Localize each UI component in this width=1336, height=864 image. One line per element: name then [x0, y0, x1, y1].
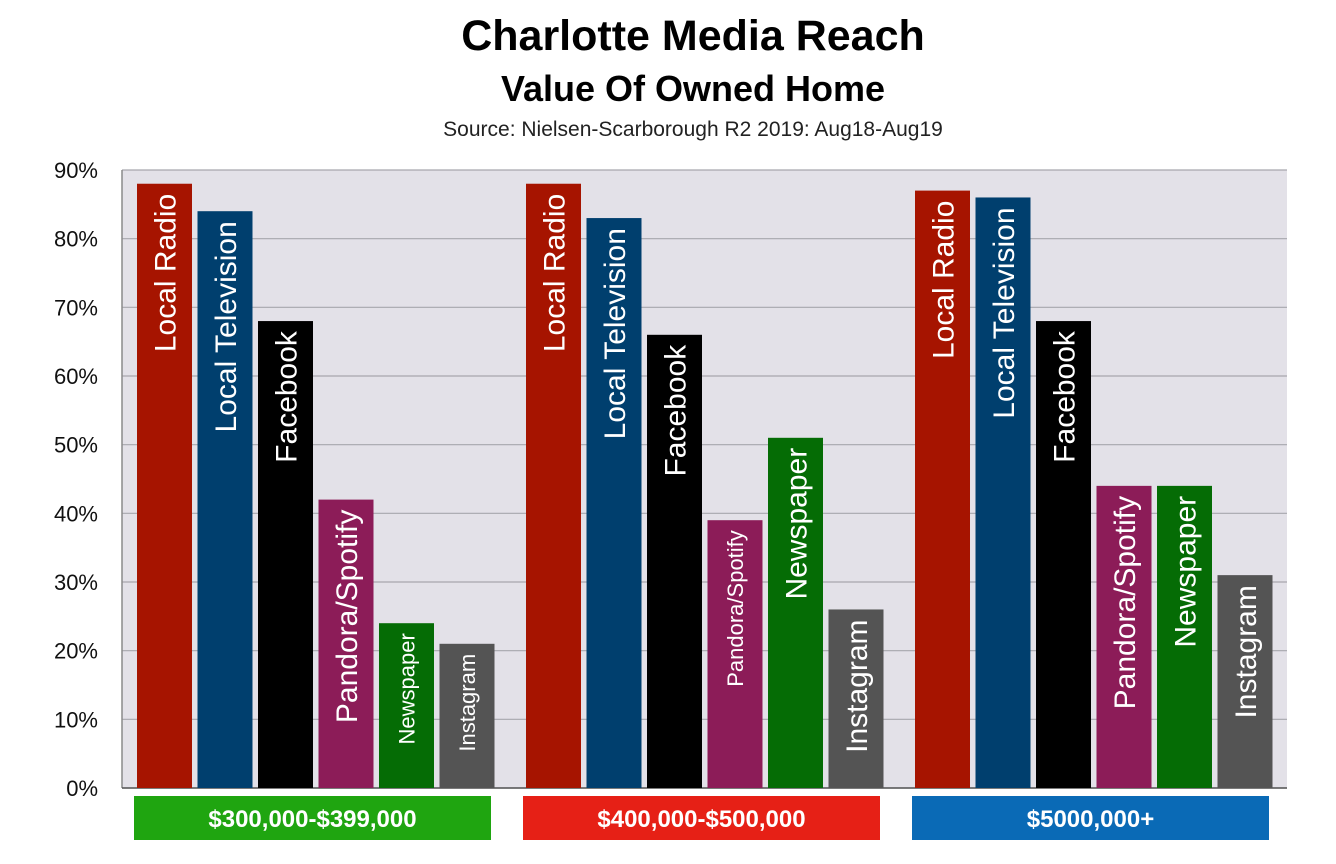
bar-label: Local Radio [927, 201, 960, 359]
bar [318, 499, 374, 788]
y-tick-label: 80% [54, 227, 98, 252]
bar-label: Pandora/Spotify [331, 510, 364, 723]
bar [828, 609, 884, 788]
bar-label: Instagram [841, 619, 874, 752]
category-label: $5000,000+ [1027, 806, 1154, 833]
category-label: $300,000-$399,000 [208, 806, 416, 833]
bar-label: Pandora/Spotify [1109, 496, 1142, 709]
y-tick-label: 60% [54, 364, 98, 389]
bar [1036, 321, 1091, 788]
chart-source: Source: Nielsen-Scarborough R2 2019: Aug… [443, 118, 943, 141]
bar [586, 218, 642, 789]
bar [197, 211, 253, 788]
bar [1157, 485, 1212, 788]
plot-area [122, 170, 1287, 788]
category-box [134, 796, 491, 840]
bar-label: Local Radio [149, 194, 182, 352]
bar-label: Facebook [1048, 330, 1081, 463]
bar [439, 643, 495, 788]
y-tick-label: 50% [54, 433, 98, 458]
bar [1096, 485, 1152, 788]
bar [137, 183, 192, 788]
bar-label: Instagram [1230, 585, 1263, 718]
category-box [912, 796, 1269, 840]
bar-label: Newspaper [394, 633, 419, 744]
bar-label: Local Television [210, 221, 243, 432]
y-tick-label: 40% [54, 501, 98, 526]
y-tick-label: 0% [66, 776, 98, 801]
bar-label: Newspaper [780, 448, 813, 600]
bar-label: Instagram [455, 654, 480, 752]
y-tick-label: 70% [54, 295, 98, 320]
bar [647, 334, 702, 788]
bar-label: Local Television [988, 207, 1021, 418]
y-tick-label: 10% [54, 707, 98, 732]
y-tick-label: 90% [54, 158, 98, 183]
bar [526, 183, 581, 788]
bar-label: Local Radio [538, 194, 571, 352]
bar [379, 623, 434, 788]
bar-label: Newspaper [1169, 496, 1202, 648]
y-tick-label: 30% [54, 570, 98, 595]
bar [915, 190, 970, 789]
bar-label: Facebook [659, 344, 692, 477]
category-box [523, 796, 880, 840]
bar [707, 520, 763, 788]
bar-label: Facebook [270, 330, 303, 463]
chart-subtitle: Value Of Owned Home [500, 68, 886, 109]
chart-title: Charlotte Media Reach [461, 12, 925, 60]
bar [1217, 575, 1273, 788]
bar [768, 437, 823, 788]
category-label: $400,000-$500,000 [597, 806, 805, 833]
bar-label: Pandora/Spotify [723, 530, 748, 687]
bar-label: Local Television [599, 228, 632, 439]
bar [258, 321, 313, 788]
bar [975, 197, 1031, 788]
y-tick-label: 20% [54, 639, 98, 664]
